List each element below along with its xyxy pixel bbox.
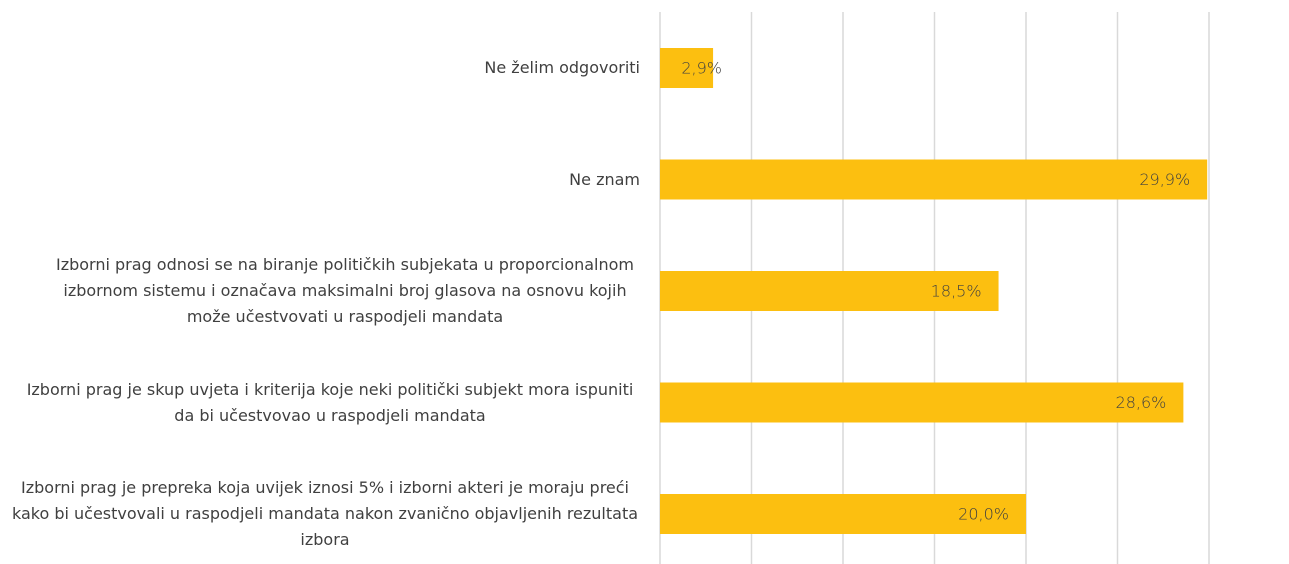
data-label: 29,9% bbox=[1139, 170, 1190, 189]
category-label: Izborni prag je skup uvjeta i kriterija … bbox=[26, 379, 634, 425]
data-label: 20,0% bbox=[958, 505, 1009, 524]
bar bbox=[660, 48, 714, 88]
bar bbox=[660, 494, 1026, 534]
bar bbox=[660, 382, 1184, 423]
bar bbox=[660, 271, 999, 311]
data-label: 2,9% bbox=[681, 59, 722, 78]
category-label: Ne znam bbox=[569, 169, 640, 189]
category-label: Izborni prag je prepreka koja uvijek izn… bbox=[11, 478, 639, 549]
data-label: 28,6% bbox=[1116, 393, 1167, 412]
data-label: 18,5% bbox=[931, 282, 982, 301]
bar bbox=[660, 159, 1208, 200]
category-label: Ne želim odgovoriti bbox=[484, 58, 640, 77]
category-label: Izborni prag odnosi se na biranje politi… bbox=[55, 255, 635, 326]
